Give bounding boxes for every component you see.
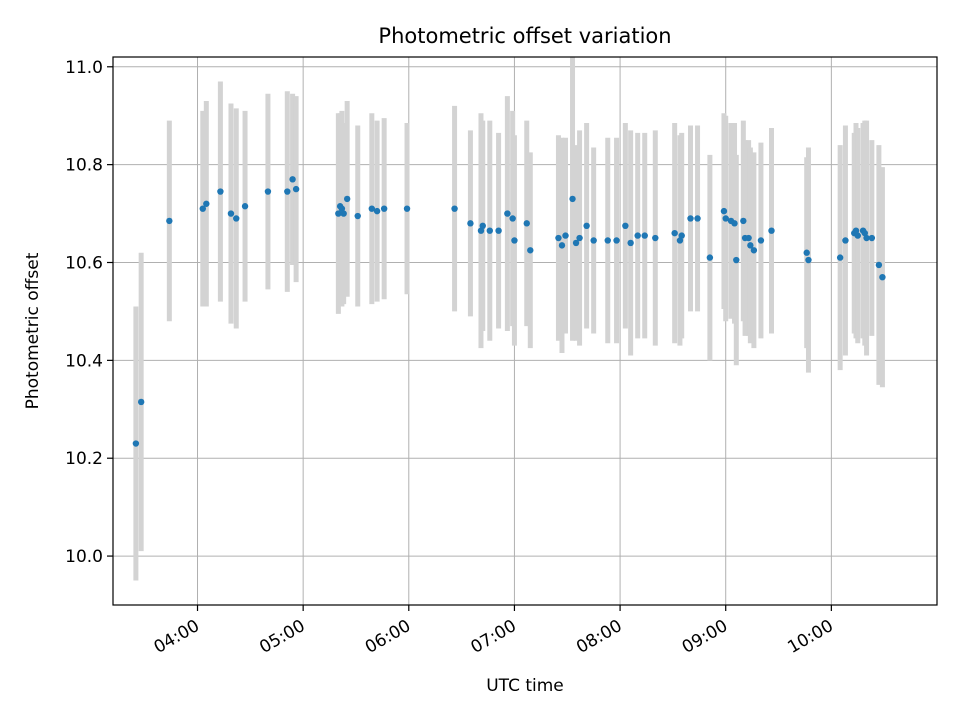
- y-tick-label: 10.6: [65, 254, 103, 274]
- data-point: [768, 227, 775, 234]
- plot-frame: [112, 56, 938, 606]
- data-point: [467, 220, 474, 227]
- data-point: [380, 205, 388, 212]
- data-point: [879, 273, 886, 281]
- data-point: [757, 237, 765, 244]
- data-point: [722, 215, 729, 222]
- data-point: [671, 229, 678, 237]
- data-point: [652, 234, 659, 242]
- data-point: [227, 210, 235, 217]
- data-point: [403, 205, 411, 212]
- data-point: [747, 242, 754, 249]
- data-point: [523, 220, 530, 227]
- data-point: [622, 222, 629, 230]
- data-point: [676, 237, 684, 244]
- y-tick-label: 10.8: [65, 156, 103, 176]
- data-point: [451, 205, 458, 212]
- data-point: [562, 232, 569, 239]
- data-point: [338, 205, 346, 212]
- data-point: [137, 398, 145, 406]
- data-point: [750, 247, 758, 254]
- data-point: [583, 222, 590, 230]
- data-point: [634, 232, 641, 239]
- data-point: [504, 210, 511, 217]
- data-point: [733, 256, 740, 264]
- data-point: [509, 215, 516, 222]
- data-point: [284, 188, 291, 195]
- data-point: [368, 205, 376, 212]
- data-point: [166, 217, 173, 225]
- data-point: [486, 227, 493, 234]
- x-axis-label: UTC time: [486, 676, 564, 696]
- data-point: [720, 207, 728, 215]
- data-point: [233, 215, 240, 222]
- data-point: [292, 185, 300, 193]
- data-point: [264, 188, 272, 195]
- data-point: [805, 256, 812, 264]
- data-point: [745, 234, 752, 242]
- data-point: [527, 247, 534, 254]
- y-tick-label: 10.0: [65, 547, 103, 567]
- data-point: [740, 217, 747, 225]
- data-point: [477, 227, 485, 234]
- data-point: [861, 229, 869, 237]
- data-point: [217, 188, 224, 195]
- data-point: [373, 207, 381, 215]
- data-point: [694, 215, 701, 222]
- data-points: [132, 176, 886, 447]
- data-point: [613, 237, 620, 244]
- data-point: [558, 242, 566, 249]
- y-tick-label: 11.0: [65, 58, 103, 78]
- data-point: [706, 254, 714, 261]
- data-point: [572, 239, 580, 247]
- data-point: [569, 195, 576, 203]
- data-point: [340, 210, 347, 217]
- data-point: [875, 261, 883, 269]
- data-point: [354, 212, 361, 220]
- data-point: [803, 249, 810, 256]
- data-point: [852, 227, 860, 234]
- data-point: [731, 220, 738, 227]
- data-point: [335, 210, 342, 217]
- data-point: [479, 222, 486, 230]
- data-point: [868, 234, 876, 242]
- data-point: [641, 232, 648, 239]
- data-point: [132, 440, 140, 447]
- data-point: [343, 195, 351, 203]
- data-point: [854, 232, 861, 239]
- y-axis-label: Photometric offset: [23, 252, 43, 409]
- y-tick-label: 10.4: [65, 351, 103, 371]
- y-tick-label: 10.2: [65, 449, 103, 469]
- data-point: [576, 234, 583, 242]
- data-point: [511, 237, 518, 244]
- data-point: [604, 237, 611, 244]
- data-point: [203, 200, 210, 207]
- data-point: [590, 237, 597, 244]
- data-point: [678, 232, 685, 239]
- data-point: [842, 237, 849, 244]
- y-axis-ticks: 10.0 10.2 10.4 10.6 10.8 11.0: [65, 58, 113, 567]
- data-point: [495, 227, 502, 234]
- data-point: [836, 254, 844, 261]
- data-point: [863, 234, 870, 242]
- data-point: [199, 205, 206, 212]
- data-point: [289, 176, 296, 183]
- data-point: [241, 203, 249, 210]
- data-point: [627, 239, 634, 247]
- data-point: [687, 215, 694, 222]
- chart-title: Photometric offset variation: [378, 24, 671, 48]
- data-point: [555, 234, 562, 242]
